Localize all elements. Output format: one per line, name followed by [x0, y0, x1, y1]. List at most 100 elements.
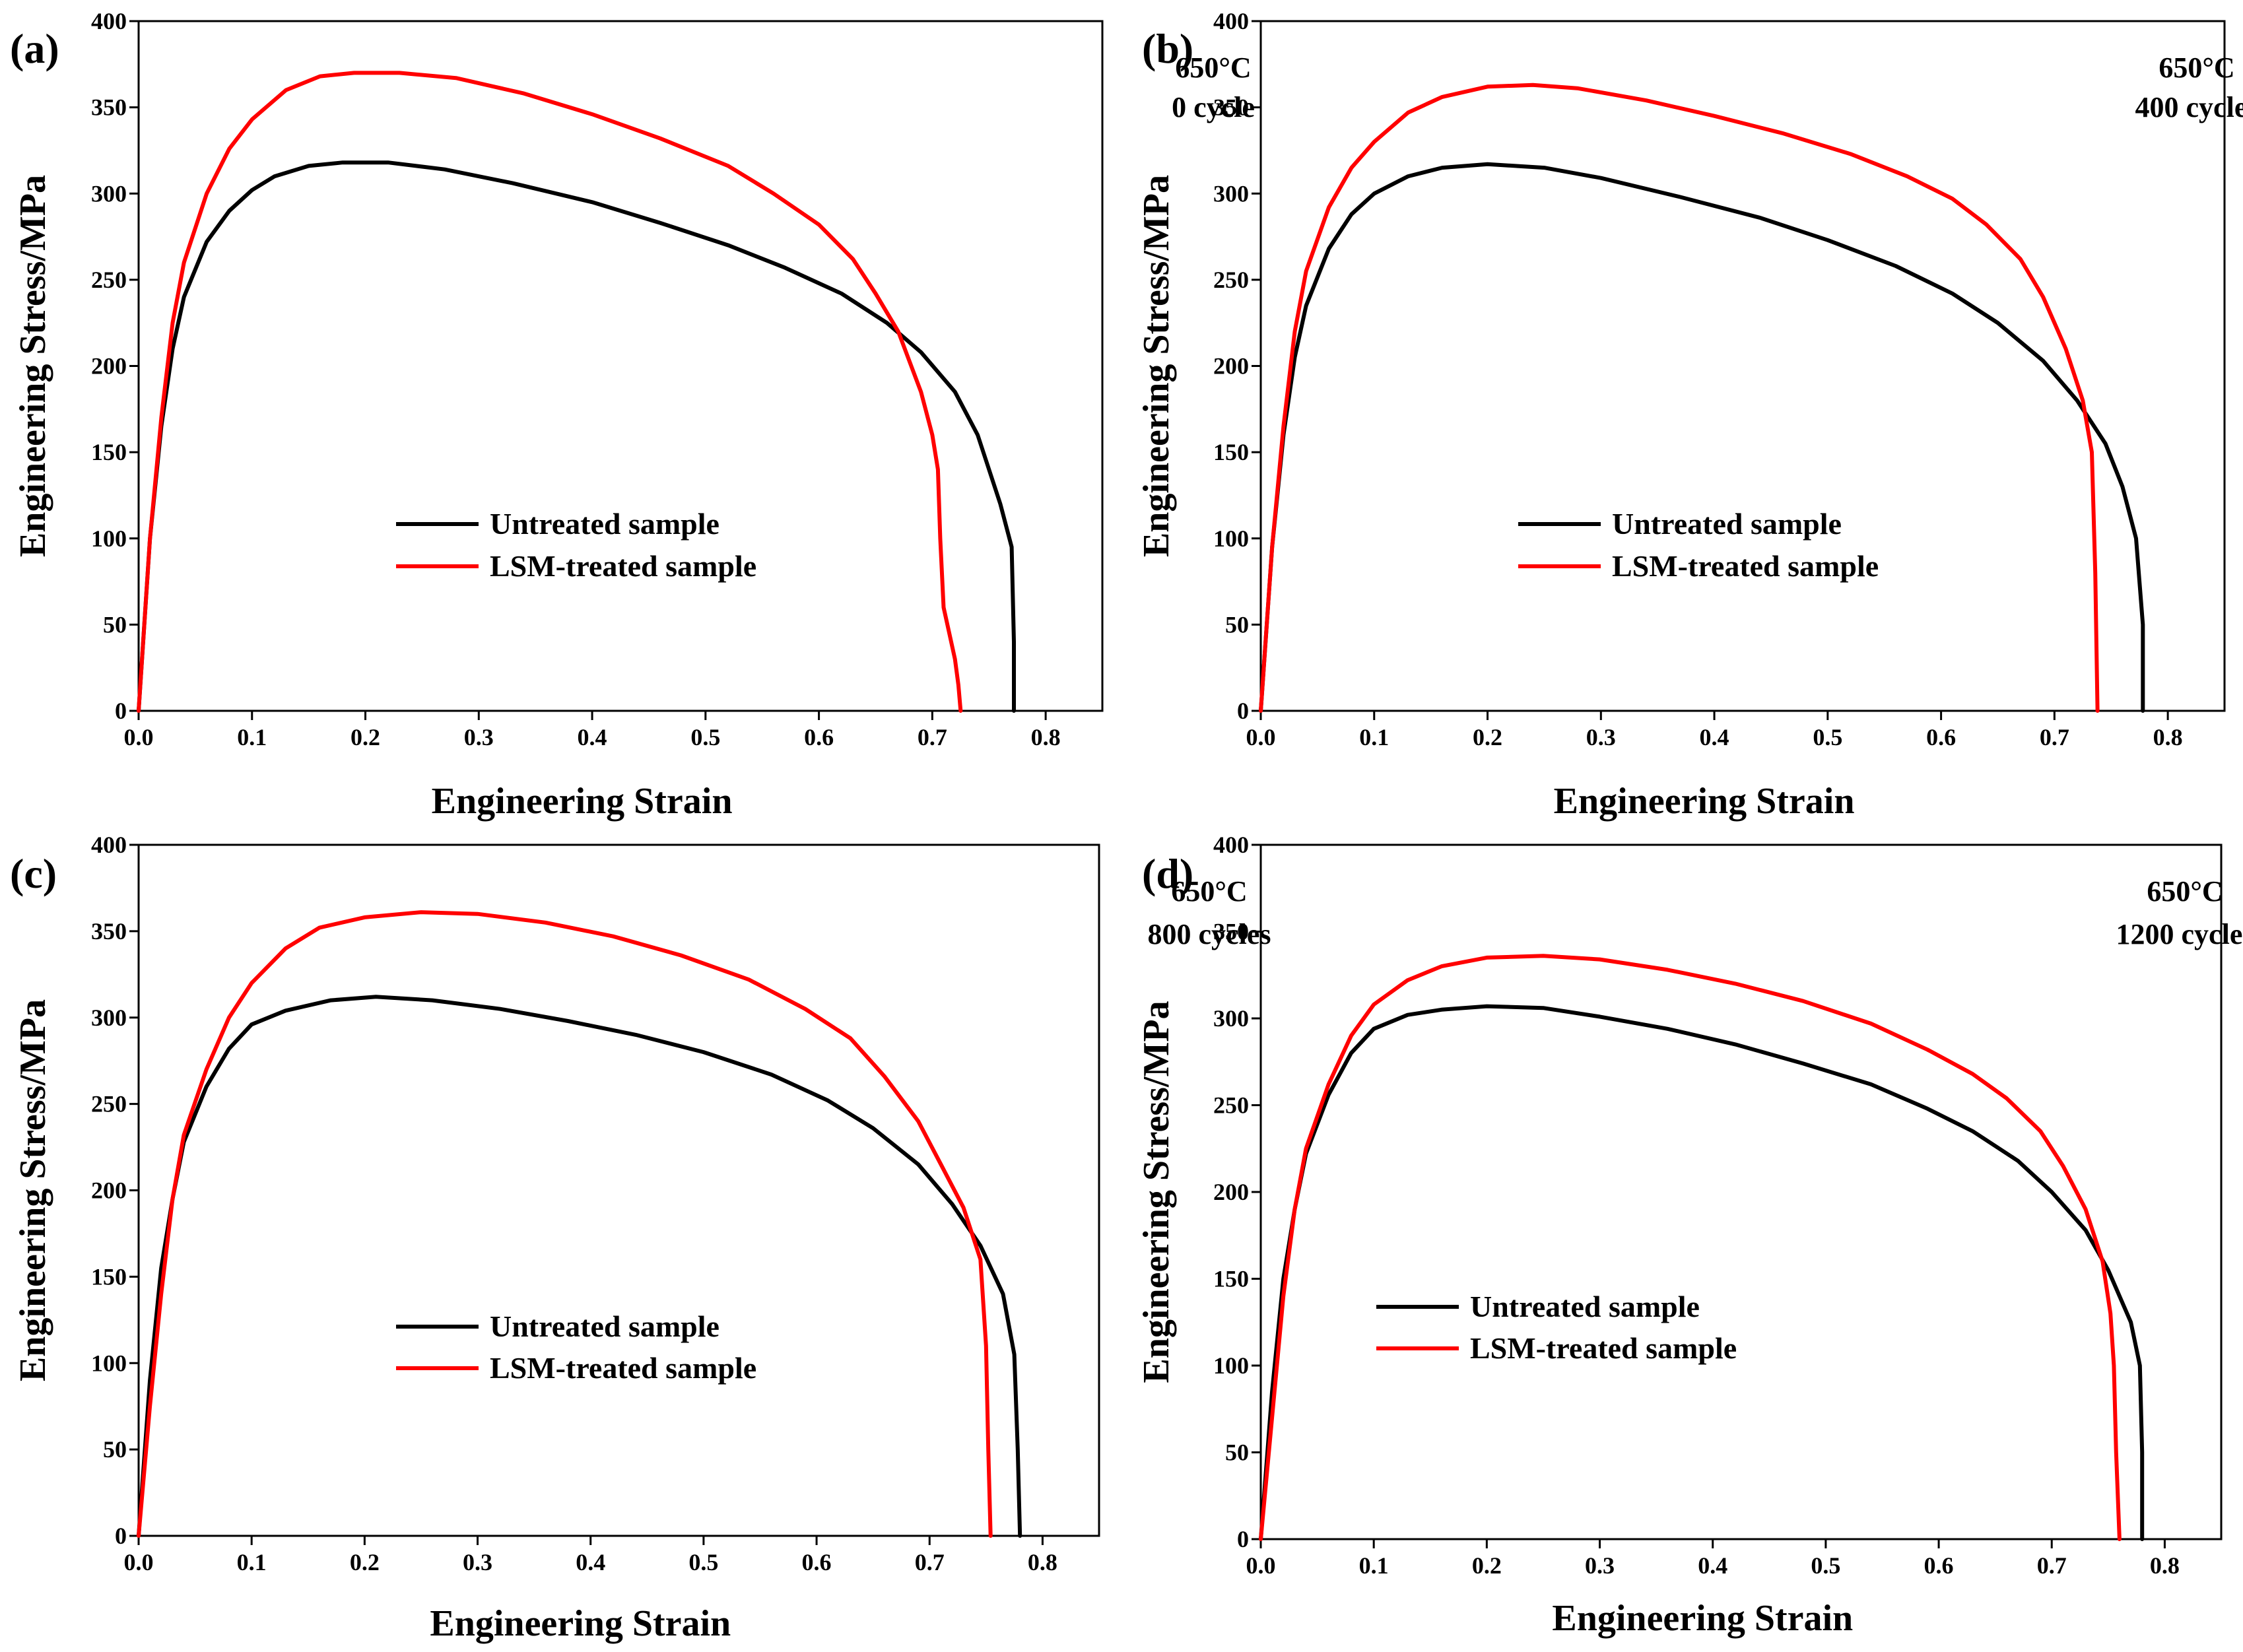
y-tick-label-b: 350 [1213, 94, 1249, 121]
annotation-temperature-d: 650°C [2147, 875, 2223, 908]
y-tick-label-b: 50 [1225, 611, 1249, 638]
x-axis-title-c: Engineering Strain [430, 1603, 731, 1644]
x-tick-label-c: 0.3 [463, 1549, 492, 1575]
y-tick-label-c: 100 [91, 1350, 127, 1376]
untreated-curve-b [1259, 162, 2145, 713]
y-tick-label-c: 350 [91, 918, 127, 944]
legend-label-untreated: Untreated sample [1612, 507, 1842, 541]
annotation-cycles-d: 1200 cycles [2116, 918, 2243, 950]
y-tick-label-b: 100 [1213, 525, 1249, 552]
legend-label-untreated: Untreated sample [1470, 1290, 1700, 1323]
y-tick-label-c: 300 [91, 1005, 127, 1031]
legend-b: Untreated sample LSM-treated sample [1518, 507, 1879, 583]
x-tick-label-c: 0.4 [576, 1549, 605, 1575]
y-tick-label-a: 50 [103, 611, 127, 638]
y-tick-label-a: 250 [91, 267, 127, 293]
x-tick-label-b: 0.2 [1473, 724, 1502, 750]
annotation-temperature-a: 650°C [1175, 51, 1251, 84]
y-tick-label-c: 50 [103, 1436, 127, 1463]
x-tick-label-b: 0.4 [1700, 724, 1729, 750]
panel-label-a: (a) [10, 25, 59, 72]
legend-label-untreated: Untreated sample [490, 1309, 720, 1343]
x-tick-label-c: 0.2 [350, 1549, 380, 1575]
x-tick-label-c: 0.0 [124, 1549, 154, 1575]
x-axis-title-b: Engineering Strain [1554, 781, 1855, 822]
untreated-curve-d [1259, 1004, 2145, 1541]
x-tick-label-c: 0.1 [237, 1549, 267, 1575]
x-tick-label-d: 0.5 [1811, 1552, 1840, 1579]
y-tick-label-d: 400 [1213, 832, 1249, 858]
x-tick-label-a: 0.7 [918, 724, 947, 750]
panel-a: 0.0 0.1 0.2 0.3 0.4 0.5 0.6 0.7 0.8 0 50 100 150 200 2… [10, 8, 1255, 822]
x-tick-label-d: 0.7 [2037, 1552, 2067, 1579]
y-tick-label-d: 100 [1213, 1352, 1249, 1379]
y-tick-label-a: 350 [91, 94, 127, 121]
y-tick-label-c: 200 [91, 1177, 127, 1204]
x-tick-label-d: 0.1 [1359, 1552, 1389, 1579]
y-tick-label-d: 0 [1237, 1526, 1249, 1552]
x-tick-label-a: 0.4 [578, 724, 607, 750]
y-tick-label-d: 200 [1213, 1179, 1249, 1205]
untreated-curve-a [137, 160, 1016, 713]
x-tick-label-d: 0.2 [1472, 1552, 1502, 1579]
x-tick-label-b: 0.7 [2040, 724, 2069, 750]
x-tick-label-d: 0.6 [1924, 1552, 1954, 1579]
lsm-treated-curve-d [1259, 954, 2122, 1541]
y-tick-label-b: 250 [1213, 267, 1249, 293]
x-tick-label-b: 0.8 [2153, 724, 2183, 750]
annotation-temperature-c: 650°C [1171, 875, 1247, 908]
x-tick-label-d: 0.8 [2150, 1552, 2180, 1579]
y-tick-label-b: 300 [1213, 180, 1249, 207]
y-tick-label-c: 0 [115, 1523, 127, 1549]
annotation-cycles-b: 400 cycles [2135, 91, 2243, 123]
x-tick-label-d: 0.4 [1698, 1552, 1727, 1579]
legend-label-lsm-treated: LSM-treated sample [1470, 1331, 1737, 1365]
x-tick-label-b: 0.3 [1586, 724, 1616, 750]
y-tick-label-b: 200 [1213, 353, 1249, 380]
legend-label-lsm-treated: LSM-treated sample [490, 1351, 756, 1385]
x-axis-title-d: Engineering Strain [1552, 1598, 1853, 1639]
panel-b: 0.0 0.1 0.2 0.3 0.4 0.5 0.6 0.7 0.8 0 50 100 150 200 2… [1136, 8, 2243, 822]
legend-label-lsm-treated: LSM-treated sample [490, 549, 756, 583]
y-axis-title-d: Engineering Stress/MPa [1136, 1001, 1177, 1383]
x-tick-label-a: 0.3 [464, 724, 494, 750]
y-tick-label-b: 400 [1213, 8, 1249, 34]
x-tick-label-b: 0.6 [1926, 724, 1956, 750]
x-tick-label-b: 0.5 [1813, 724, 1842, 750]
lsm-treated-curve-b [1259, 83, 2100, 713]
x-axis-title-a: Engineering Strain [432, 781, 733, 822]
x-tick-label-c: 0.6 [802, 1549, 832, 1575]
x-tick-label-a: 0.6 [804, 724, 834, 750]
x-tick-label-a: 0.5 [690, 724, 720, 750]
y-tick-label-d: 300 [1213, 1005, 1249, 1032]
x-tick-label-b: 0.1 [1359, 724, 1389, 750]
legend-d: Untreated sample LSM-treated sample [1376, 1290, 1737, 1365]
x-tick-label-a: 0.8 [1031, 724, 1061, 750]
lsm-treated-curve-c [137, 910, 993, 1538]
legend-a: Untreated sample LSM-treated sample [396, 507, 756, 583]
y-tick-label-a: 300 [91, 180, 127, 207]
y-tick-label-d: 50 [1225, 1439, 1249, 1466]
x-tick-label-a: 0.1 [237, 724, 267, 750]
legend-label-untreated: Untreated sample [490, 507, 720, 541]
y-tick-label-a: 400 [91, 8, 127, 34]
y-tick-label-c: 250 [91, 1091, 127, 1117]
annotation-cycles-a: 0 cycle [1172, 91, 1255, 123]
lsm-treated-curve-a [137, 71, 963, 713]
y-axis-title-a: Engineering Stress/MPa [13, 175, 53, 557]
panel-label-d: (d) [1142, 850, 1193, 897]
x-tick-label-a: 0.0 [124, 724, 154, 750]
x-tick-label-c: 0.8 [1028, 1549, 1057, 1575]
y-tick-label-d: 150 [1213, 1266, 1249, 1292]
y-tick-label-a: 200 [91, 353, 127, 380]
y-tick-label-c: 150 [91, 1263, 127, 1290]
y-tick-label-a: 100 [91, 525, 127, 552]
y-tick-label-d: 250 [1213, 1092, 1249, 1119]
panel-label-b: (b) [1142, 25, 1193, 72]
y-tick-label-b: 150 [1213, 439, 1249, 465]
y-tick-label-a: 150 [91, 439, 127, 465]
x-tick-label-c: 0.7 [915, 1549, 945, 1575]
x-tick-label-c: 0.5 [688, 1549, 718, 1575]
y-tick-label-a: 0 [115, 698, 127, 724]
